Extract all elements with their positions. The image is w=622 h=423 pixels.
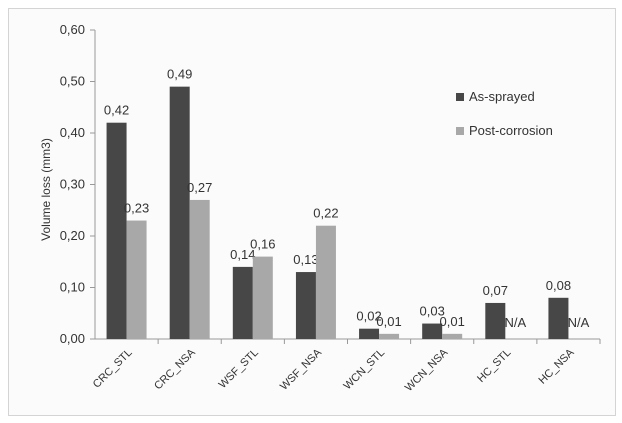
y-tick-label: 0,60 xyxy=(60,22,85,37)
post-corrosion-bar xyxy=(126,220,147,339)
legend-swatch-post-corrosion xyxy=(456,127,464,135)
data-label: 0,08 xyxy=(546,278,571,293)
as-sprayed-bar xyxy=(232,266,253,339)
data-label: 0,01 xyxy=(376,314,401,329)
data-label: 0,42 xyxy=(104,103,129,118)
x-category-label: WSF_STL xyxy=(217,347,261,391)
post-corrosion-bar xyxy=(442,333,463,339)
y-tick-label: 0,10 xyxy=(60,280,85,295)
as-sprayed-bar xyxy=(106,122,127,339)
x-category-label: CRC_NSA xyxy=(152,346,198,392)
data-label: 0,16 xyxy=(250,237,275,252)
y-tick-label: 0,50 xyxy=(60,74,85,89)
as-sprayed-bar xyxy=(422,323,443,339)
as-sprayed-bar xyxy=(359,328,380,339)
legend-label-post-corrosion: Post-corrosion xyxy=(469,123,553,138)
as-sprayed-bar xyxy=(169,86,190,340)
data-label: 0,27 xyxy=(187,180,212,195)
data-label: 0,49 xyxy=(167,67,192,82)
y-tick-label: 0,00 xyxy=(60,331,85,346)
data-label-na: N/A xyxy=(568,315,590,330)
x-category-label: WCN_STL xyxy=(342,347,388,393)
y-tick-label: 0,40 xyxy=(60,125,85,140)
data-label-na: N/A xyxy=(504,315,526,330)
as-sprayed-bar xyxy=(548,297,569,339)
y-axis-title: Volume loss (mm3) xyxy=(39,138,53,241)
y-tick-label: 0,20 xyxy=(60,228,85,243)
data-label: 0,03 xyxy=(420,304,445,319)
x-category-label: WCN_NSA xyxy=(403,346,451,394)
data-label: 0,07 xyxy=(483,283,508,298)
x-category-label: HC_STL xyxy=(475,347,513,385)
data-label: 0,14 xyxy=(230,247,255,262)
post-corrosion-bar xyxy=(189,199,210,339)
post-corrosion-bar xyxy=(252,256,273,339)
x-category-label: WSF_NSA xyxy=(278,346,325,393)
post-corrosion-bar xyxy=(315,225,336,339)
x-category-label: CRC_STL xyxy=(91,347,135,391)
data-label: 0,01 xyxy=(440,314,465,329)
post-corrosion-bar xyxy=(379,333,400,339)
data-label: 0,02 xyxy=(356,309,381,324)
data-label: 0,13 xyxy=(293,252,318,267)
as-sprayed-bar xyxy=(295,272,316,339)
y-tick-label: 0,30 xyxy=(60,177,85,192)
data-label: 0,23 xyxy=(124,201,149,216)
as-sprayed-bar xyxy=(485,302,506,339)
legend-swatch-as-sprayed xyxy=(456,93,464,101)
x-category-label: HC_NSA xyxy=(537,346,578,387)
data-label: 0,22 xyxy=(313,206,338,221)
legend-label-as-sprayed: As-sprayed xyxy=(469,89,535,104)
